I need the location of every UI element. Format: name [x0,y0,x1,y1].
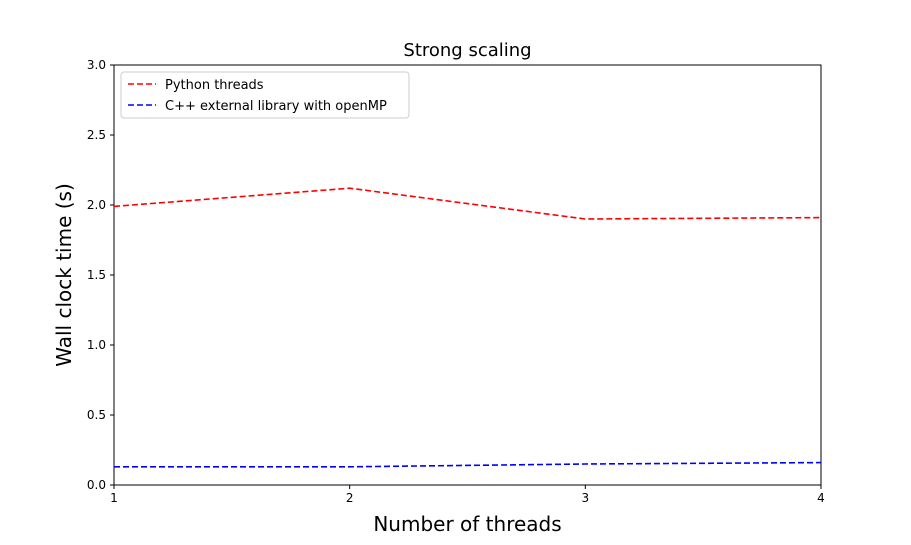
y-tick-label: 2.0 [87,198,106,212]
y-tick-label: 0.0 [87,478,106,492]
series-line-1 [113,187,822,220]
y-tick-label: 2.5 [87,128,106,142]
y-tick-label: 1.5 [87,268,106,282]
y-tick-label: 3.0 [87,58,106,72]
x-axis-title: Number of threads [373,512,561,536]
legend-box [120,71,410,119]
chart-title: Strong scaling [403,40,531,61]
y-tick-label: 1.0 [87,338,106,352]
x-tick-label: 1 [110,491,118,505]
series-line-2 [114,461,822,468]
y-axis-title: Wall clock time (s) [52,183,76,367]
plot-frame [113,64,822,486]
series-lines [113,187,822,468]
x-tick-label: 4 [817,491,825,505]
x-tick-label: 2 [346,491,354,505]
x-tick-label: 3 [582,491,590,505]
legend-label: Python threads [165,78,264,93]
y-axis: 0.0 0.5 1.0 1.5 2.0 2.5 3.0 [87,58,114,492]
y-tick-label: 0.5 [87,408,106,422]
x-axis: 1 2 3 4 [110,485,825,505]
legend: Python threads C++ external library with … [120,71,410,119]
legend-label: C++ external library with openMP [165,99,387,114]
